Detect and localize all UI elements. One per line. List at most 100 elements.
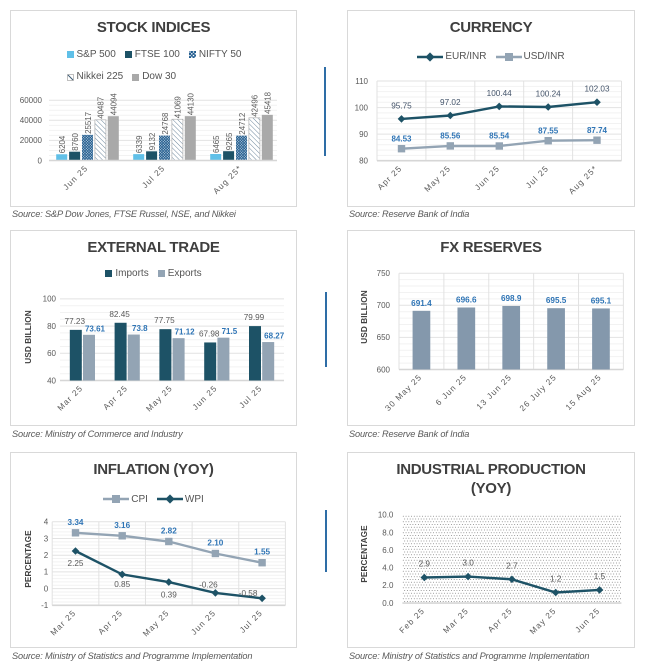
svg-text:73.8: 73.8 [132, 324, 148, 333]
svg-text:8760: 8760 [71, 132, 80, 150]
svg-text:Jun 25: Jun 25 [573, 606, 601, 634]
svg-text:24712: 24712 [238, 112, 247, 134]
svg-text:100: 100 [43, 294, 57, 303]
svg-text:42496: 42496 [251, 94, 260, 117]
svg-text:85.56: 85.56 [440, 131, 461, 140]
svg-text:1: 1 [44, 568, 49, 577]
svg-text:15 Aug 25: 15 Aug 25 [564, 372, 603, 411]
svg-text:77.75: 77.75 [154, 316, 175, 325]
svg-text:Jul 25: Jul 25 [238, 383, 264, 409]
svg-text:3: 3 [44, 534, 49, 543]
svg-text:Apr 25: Apr 25 [102, 383, 130, 411]
svg-text:0: 0 [44, 584, 49, 593]
svg-text:79.99: 79.99 [244, 313, 265, 322]
svg-text:6.0: 6.0 [382, 546, 394, 555]
svg-text:0.85: 0.85 [114, 580, 130, 589]
svg-text:-0.26: -0.26 [199, 580, 218, 589]
svg-text:Jul 25: Jul 25 [524, 163, 550, 189]
svg-text:2.0: 2.0 [382, 581, 394, 590]
svg-text:695.1: 695.1 [591, 296, 612, 305]
svg-text:3.34: 3.34 [68, 518, 84, 527]
svg-text:May 25: May 25 [528, 606, 558, 636]
svg-text:97.02: 97.02 [440, 98, 461, 107]
svg-text:Jun 25: Jun 25 [189, 608, 217, 636]
svg-text:4: 4 [44, 518, 49, 527]
svg-text:40487: 40487 [97, 96, 106, 118]
svg-text:44130: 44130 [187, 92, 196, 115]
svg-text:2.82: 2.82 [161, 527, 177, 536]
svg-text:600: 600 [377, 365, 391, 374]
svg-text:80: 80 [359, 156, 368, 165]
svg-text:6339: 6339 [135, 134, 144, 152]
svg-text:20000: 20000 [20, 136, 43, 145]
svg-text:100.24: 100.24 [536, 89, 561, 98]
svg-text:40000: 40000 [20, 116, 43, 125]
svg-text:Apr 25: Apr 25 [486, 606, 514, 634]
svg-text:-1: -1 [41, 601, 49, 610]
svg-text:25517: 25517 [84, 111, 93, 133]
svg-text:Apr 25: Apr 25 [376, 163, 404, 191]
svg-text:695.5: 695.5 [546, 296, 567, 305]
svg-text:9265: 9265 [225, 132, 234, 150]
svg-text:May 25: May 25 [423, 163, 453, 193]
svg-text:9132: 9132 [148, 132, 157, 150]
svg-text:110: 110 [355, 76, 368, 85]
svg-text:2.7: 2.7 [506, 561, 518, 570]
svg-text:8.0: 8.0 [382, 528, 394, 537]
svg-text:May 25: May 25 [144, 383, 174, 413]
svg-text:Jun 25: Jun 25 [191, 383, 219, 411]
svg-text:90: 90 [359, 129, 368, 138]
svg-text:USD BILLION: USD BILLION [24, 310, 33, 363]
svg-text:30 May 25: 30 May 25 [383, 372, 423, 412]
svg-text:87.55: 87.55 [538, 126, 559, 135]
svg-text:0: 0 [38, 156, 43, 165]
svg-text:68.27: 68.27 [264, 331, 285, 340]
svg-text:Mar 25: Mar 25 [56, 383, 85, 412]
svg-text:73.61: 73.61 [85, 324, 106, 333]
svg-text:10.0: 10.0 [378, 511, 394, 520]
svg-text:24768: 24768 [161, 112, 170, 135]
svg-text:6465: 6465 [212, 134, 221, 152]
svg-text:84.53: 84.53 [391, 134, 412, 143]
svg-text:102.03: 102.03 [584, 84, 609, 93]
svg-text:2.25: 2.25 [68, 559, 84, 568]
svg-text:80: 80 [47, 321, 56, 330]
svg-text:2.9: 2.9 [419, 560, 431, 569]
svg-text:1.5: 1.5 [594, 572, 606, 581]
svg-text:41069: 41069 [174, 95, 183, 118]
svg-text:45418: 45418 [264, 91, 273, 114]
svg-text:1.2: 1.2 [550, 575, 562, 584]
svg-text:60: 60 [47, 349, 56, 358]
svg-text:13 Jun 25: 13 Jun 25 [475, 372, 514, 411]
svg-text:PERCENTAGE: PERCENTAGE [360, 525, 369, 583]
svg-text:Jun 25: Jun 25 [473, 163, 501, 191]
svg-text:6 Jun 25: 6 Jun 25 [434, 372, 469, 407]
svg-text:60000: 60000 [20, 96, 43, 105]
svg-text:71.5: 71.5 [222, 327, 238, 336]
svg-text:Jun 25: Jun 25 [61, 163, 89, 191]
svg-text:44094: 44094 [110, 92, 119, 115]
svg-text:696.6: 696.6 [456, 295, 477, 304]
svg-text:Mar 25: Mar 25 [441, 606, 470, 635]
svg-text:750: 750 [377, 269, 391, 278]
svg-text:Feb 25: Feb 25 [398, 606, 427, 635]
svg-text:0.39: 0.39 [161, 591, 177, 600]
svg-text:1.55: 1.55 [254, 548, 270, 557]
svg-text:Jul 25: Jul 25 [238, 608, 264, 634]
svg-text:6204: 6204 [58, 135, 67, 153]
svg-text:95.75: 95.75 [391, 101, 412, 110]
svg-text:40: 40 [47, 376, 56, 385]
svg-text:691.4: 691.4 [411, 298, 432, 307]
svg-text:82.45: 82.45 [109, 309, 130, 318]
svg-text:3.16: 3.16 [114, 521, 130, 530]
svg-text:Apr 25: Apr 25 [97, 608, 125, 636]
svg-text:-0.58: -0.58 [239, 589, 258, 598]
svg-text:4.0: 4.0 [382, 564, 394, 573]
svg-text:0.0: 0.0 [382, 599, 394, 608]
svg-text:2.10: 2.10 [207, 539, 223, 548]
svg-text:Aug 25*: Aug 25* [567, 163, 599, 195]
svg-text:Mar 25: Mar 25 [49, 608, 78, 637]
svg-text:PERCENTAGE: PERCENTAGE [24, 530, 33, 588]
svg-text:698.9: 698.9 [501, 294, 522, 303]
svg-text:700: 700 [377, 301, 391, 310]
